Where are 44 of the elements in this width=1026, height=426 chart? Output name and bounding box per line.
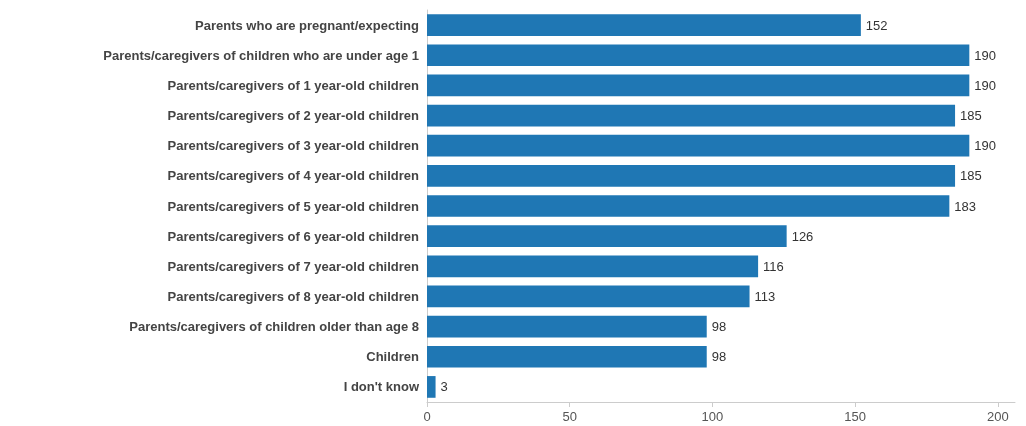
bar xyxy=(427,104,956,127)
data-label: 190 xyxy=(974,77,997,93)
y-tick-label: Parents/caregivers of 6 year-old children xyxy=(167,228,420,244)
data-label: 113 xyxy=(754,288,776,304)
data-label: 98 xyxy=(711,349,727,365)
bar xyxy=(427,376,436,398)
y-tick-label: Parents/caregivers of children who are under age 1 xyxy=(103,47,419,63)
bar xyxy=(427,14,861,36)
y-tick-label: Parents/caregivers of children older than age 8 xyxy=(129,319,419,335)
bar xyxy=(427,285,750,308)
y-tick-label: Children xyxy=(366,349,420,365)
bar xyxy=(427,315,707,338)
data-label: 3 xyxy=(440,379,448,395)
data-label: 185 xyxy=(960,168,982,184)
x-tick-label: 200 xyxy=(987,409,1009,424)
bar xyxy=(427,195,950,217)
y-tick-label: Parents/caregivers of 4 year-old children xyxy=(167,168,420,184)
y-tick-label: Parents who are pregnant/expecting xyxy=(195,17,420,33)
data-label: 185 xyxy=(960,108,982,124)
x-tick-label: 50 xyxy=(562,409,577,424)
x-tick-label: 100 xyxy=(701,409,724,424)
data-label: 190 xyxy=(974,47,997,63)
x-tick-label: 150 xyxy=(844,409,867,424)
x-tick-label: 0 xyxy=(423,409,431,424)
data-label: 190 xyxy=(974,138,997,154)
bar xyxy=(427,44,970,67)
bar xyxy=(427,255,759,278)
y-tick-label: Parents/caregivers of 1 year-old children xyxy=(167,77,420,93)
y-tick-label: I don't know xyxy=(343,379,420,395)
y-tick-label: Parents/caregivers of 3 year-old children xyxy=(167,138,420,154)
y-tick-label: Parents/caregivers of 5 year-old children xyxy=(167,198,420,214)
bar xyxy=(427,134,970,157)
bar xyxy=(427,74,970,97)
data-label: 126 xyxy=(791,228,814,244)
y-tick-label: Parents/caregivers of 8 year-old children xyxy=(167,288,420,304)
bar xyxy=(427,225,787,248)
data-label: 152 xyxy=(865,17,888,33)
bar xyxy=(427,164,956,187)
data-label: 183 xyxy=(954,198,977,214)
data-label: 98 xyxy=(711,319,727,335)
data-label: 116 xyxy=(763,258,784,274)
y-tick-label: Parents/caregivers of 2 year-old children xyxy=(167,108,420,124)
bar xyxy=(427,345,707,368)
y-tick-label: Parents/caregivers of 7 year-old children xyxy=(167,258,420,274)
